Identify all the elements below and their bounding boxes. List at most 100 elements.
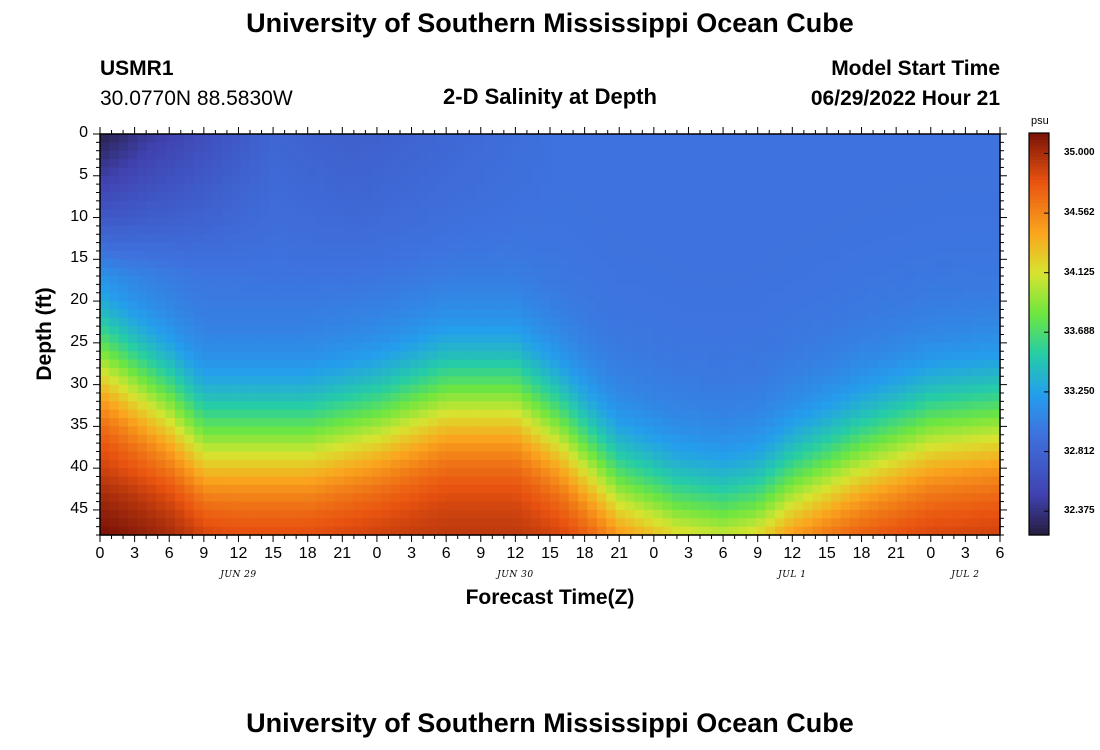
heatmap-cell	[484, 359, 495, 369]
heatmap-cell	[531, 242, 542, 252]
heatmap-cell	[521, 292, 532, 302]
heatmap-cell	[671, 501, 682, 511]
heatmap-cell	[418, 418, 429, 427]
station-coordinates: 30.0770N 88.5830W	[100, 87, 293, 110]
heatmap-cell	[840, 225, 851, 235]
heatmap-cell	[521, 276, 532, 285]
heatmap-cell	[203, 359, 214, 369]
heatmap-cell	[671, 434, 682, 444]
heatmap-cell	[934, 250, 945, 260]
heatmap-cell	[128, 409, 139, 419]
heatmap-cell	[503, 142, 514, 152]
heatmap-cell	[643, 175, 654, 185]
heatmap-cell	[587, 184, 598, 194]
heatmap-cell	[868, 476, 879, 486]
heatmap-cell	[803, 367, 814, 377]
colorbar-segment	[1029, 334, 1049, 338]
heatmap-cell	[184, 234, 195, 244]
heatmap-cell	[390, 309, 401, 319]
heatmap-cell	[625, 175, 635, 185]
heatmap-cell	[221, 192, 232, 202]
heatmap-cell	[859, 184, 870, 194]
heatmap-cell	[175, 468, 185, 478]
heatmap-cell	[109, 509, 120, 519]
heatmap-cell	[268, 342, 279, 352]
heatmap-cell	[681, 351, 692, 361]
heatmap-cell	[259, 276, 270, 285]
heatmap-cell	[381, 142, 392, 152]
heatmap-cell	[146, 501, 157, 511]
heatmap-cell	[868, 401, 879, 411]
heatmap-cell	[325, 184, 335, 194]
heatmap-cell	[437, 276, 448, 285]
heatmap-cell	[175, 167, 185, 177]
heatmap-cell	[756, 267, 767, 277]
heatmap-cell	[793, 167, 804, 177]
colorbar-segment	[1029, 468, 1049, 472]
heatmap-cell	[343, 351, 354, 361]
heatmap-cell	[625, 234, 635, 244]
heatmap-cell	[728, 334, 739, 344]
heatmap-cell	[475, 451, 485, 461]
colorbar-segment	[1029, 464, 1049, 469]
heatmap-cell	[981, 142, 992, 152]
heatmap-cell	[446, 150, 457, 160]
heatmap-cell	[690, 159, 701, 169]
heatmap-cell	[521, 526, 532, 536]
heatmap-cell	[606, 518, 617, 528]
colorbar-segment	[1029, 139, 1049, 144]
heatmap-cell	[287, 426, 298, 436]
heatmap-cell	[456, 284, 467, 294]
colorbar-segment	[1029, 491, 1049, 496]
heatmap-cell	[831, 409, 842, 419]
heatmap-cell	[315, 134, 326, 143]
heatmap-cell	[981, 468, 992, 478]
heatmap-cell	[343, 317, 354, 327]
heatmap-cell	[906, 150, 917, 160]
heatmap-cell	[690, 501, 701, 511]
heatmap-cell	[278, 443, 289, 453]
colorbar-segment	[1029, 401, 1049, 405]
heatmap-cell	[390, 184, 401, 194]
heatmap-cell	[587, 501, 598, 511]
heatmap-cell	[878, 200, 889, 210]
heatmap-cell	[690, 309, 701, 319]
heatmap-cell	[868, 225, 879, 235]
heatmap-cell	[503, 234, 514, 244]
heatmap-cell	[793, 326, 804, 336]
heatmap-cell	[606, 175, 617, 185]
heatmap-cell	[109, 326, 120, 336]
heatmap-cell	[203, 142, 214, 152]
heatmap-cell	[962, 359, 973, 369]
heatmap-cell	[821, 426, 832, 436]
heatmap-cell	[362, 150, 373, 160]
heatmap-cell	[971, 150, 982, 160]
heatmap-cell	[221, 225, 232, 235]
heatmap-cell	[653, 484, 664, 494]
heatmap-cell	[812, 359, 823, 369]
heatmap-cell	[531, 250, 542, 260]
heatmap-cell	[165, 334, 176, 344]
heatmap-cell	[428, 351, 439, 361]
heatmap-cell	[859, 150, 870, 160]
heatmap-cell	[540, 401, 551, 411]
heatmap-cell	[643, 434, 654, 444]
heatmap-cell	[250, 526, 260, 536]
heatmap-cell	[746, 200, 757, 210]
colorbar-segment	[1029, 337, 1049, 342]
heatmap-cell	[381, 134, 392, 143]
heatmap-cell	[746, 401, 757, 411]
heatmap-cell	[803, 468, 814, 478]
heatmap-cell	[643, 250, 654, 260]
heatmap-cell	[456, 309, 467, 319]
heatmap-cell	[100, 434, 110, 444]
heatmap-cell	[493, 526, 504, 536]
heatmap-cell	[250, 409, 260, 419]
heatmap-cell	[887, 384, 898, 394]
heatmap-cell	[568, 225, 579, 235]
heatmap-cell	[925, 418, 935, 427]
heatmap-cell	[840, 409, 851, 419]
heatmap-cell	[568, 301, 579, 311]
heatmap-cell	[793, 334, 804, 344]
heatmap-cell	[728, 484, 739, 494]
